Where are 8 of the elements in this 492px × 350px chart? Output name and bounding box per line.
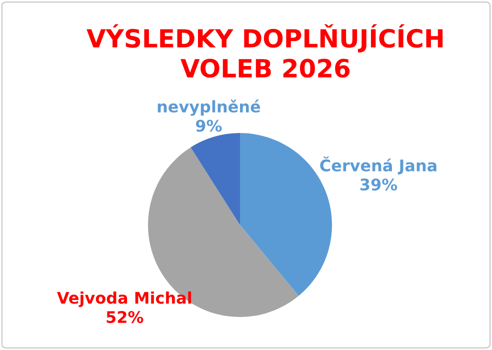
chart-title: VÝSLEDKY DOPLŇUJÍCÍCH VOLEB 2026 — [86, 24, 443, 78]
slice-label: Červená Jana — [320, 156, 436, 174]
data-label: 52% — [106, 310, 144, 324]
slice-label: nevyplněné — [158, 100, 260, 116]
data-label: 39% — [360, 178, 398, 191]
slice-label: Vejvoda Michal — [57, 291, 191, 308]
pie-slice — [190, 133, 240, 225]
data-label: 9% — [196, 120, 222, 132]
